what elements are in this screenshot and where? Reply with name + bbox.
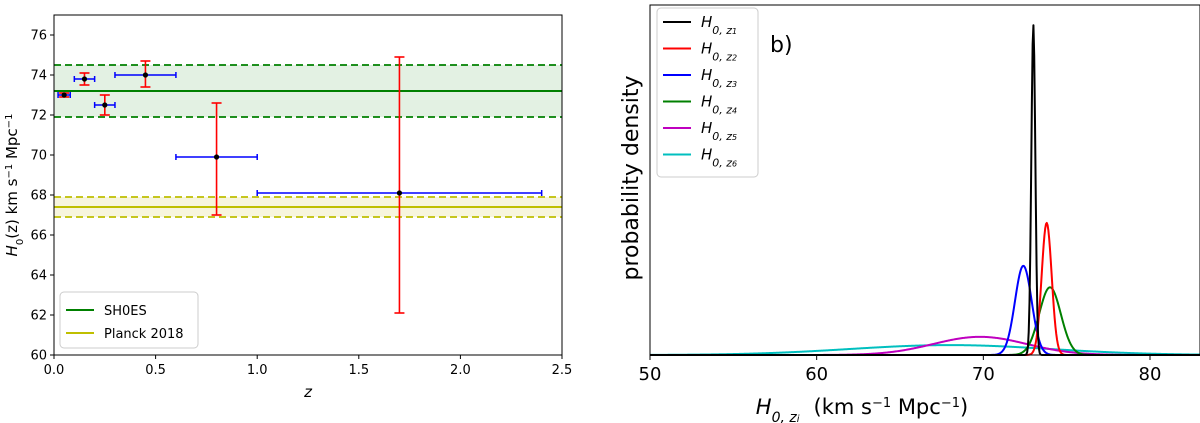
x-tick-label: 50 xyxy=(639,364,662,385)
y-tick-label: 60 xyxy=(30,349,47,364)
point-marker xyxy=(61,92,67,98)
x-tick-label: 0.5 xyxy=(145,363,166,378)
y-tick-label: 70 xyxy=(30,149,47,164)
right-plot-frame xyxy=(649,4,1200,356)
x-tick-label: 2.5 xyxy=(552,363,573,378)
data-points xyxy=(57,56,543,314)
left-y-ticks: 60 62 64 66 68 70 72 74 76 xyxy=(30,29,54,364)
y-tick-label: 64 xyxy=(30,269,47,284)
y-tick-label: 74 xyxy=(30,69,47,84)
x-tick-label: 80 xyxy=(1139,364,1162,385)
data-point-3 xyxy=(93,94,116,116)
x-tick-label: 70 xyxy=(972,364,995,385)
x-tick-label: 2.0 xyxy=(450,363,471,378)
y-tick-label: 68 xyxy=(30,189,47,204)
legend-label-z3: H0, z3 xyxy=(701,66,737,90)
left-x-axis-label: z xyxy=(303,383,313,401)
point-marker xyxy=(81,76,88,82)
data-point-6 xyxy=(256,56,543,314)
y-tick-label: 62 xyxy=(30,309,47,324)
right-y-axis-label: probability density xyxy=(619,75,644,280)
density-curve-z3 xyxy=(649,264,1200,356)
y-tick-label: 66 xyxy=(30,229,47,244)
data-point-5 xyxy=(175,102,258,216)
left-plot-frame xyxy=(53,14,563,356)
right-x-ticks: 50 60 70 80 xyxy=(639,355,1162,385)
reference-bands xyxy=(54,64,562,218)
left-y-axis-label: H0(z) km s−1 Mpc−1 xyxy=(3,114,26,257)
point-marker xyxy=(213,154,220,160)
right-x-axis-label: H0, zi(km s−1 Mpc−1) xyxy=(756,395,968,423)
legend-label-planck: Planck 2018 xyxy=(104,327,184,342)
legend-label-z1: H0, z1 xyxy=(701,13,737,37)
point-marker xyxy=(396,190,403,196)
x-tick-label: 1.0 xyxy=(247,363,268,378)
right-panel: 50 60 70 80 b) probability density H0, zi(k… xyxy=(619,4,1200,423)
y-tick-label: 72 xyxy=(30,109,47,124)
point-marker xyxy=(142,72,149,78)
panel-label: b) xyxy=(770,33,793,58)
left-x-ticks: 0.0 0.5 1.0 1.5 2.0 2.5 xyxy=(44,355,573,378)
left-legend: SH0ES Planck 2018 xyxy=(59,291,199,349)
data-point-4 xyxy=(114,60,177,88)
legend-label-z5: H0, z5 xyxy=(701,119,737,143)
x-tick-label: 0.0 xyxy=(44,363,65,378)
x-tick-label: 60 xyxy=(805,364,828,385)
legend-label-z2: H0, z2 xyxy=(701,40,737,64)
legend-label-z4: H0, z4 xyxy=(701,93,737,117)
data-point-1 xyxy=(57,92,72,98)
x-tick-label: 1.5 xyxy=(348,363,369,378)
legend-label-shoes: SH0ES xyxy=(104,304,147,319)
data-point-2 xyxy=(73,72,96,86)
legend-label-z6: H0, z6 xyxy=(701,146,737,170)
density-curve-z2 xyxy=(649,221,1200,356)
y-tick-label: 76 xyxy=(30,29,47,44)
point-marker xyxy=(102,102,108,108)
